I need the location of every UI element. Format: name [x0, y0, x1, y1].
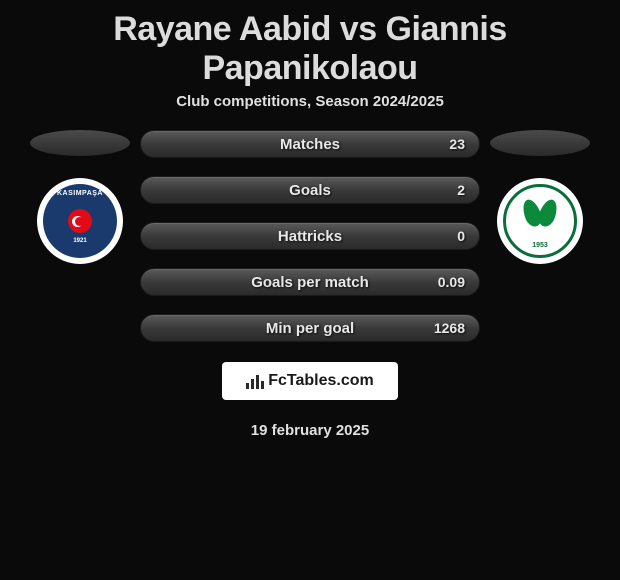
fctables-badge: FcTables.com — [222, 362, 398, 400]
stat-label: Matches — [280, 136, 340, 153]
stat-bar-min-per-goal: Min per goal 1268 — [140, 314, 480, 342]
stat-bar-goals-per-match: Goals per match 0.09 — [140, 268, 480, 296]
rizespor-logo: 1953 — [497, 178, 583, 264]
player-right-oval — [490, 130, 590, 156]
page-title: Rayane Aabid vs Giannis Papanikolaou — [10, 0, 610, 93]
leaf-right-icon — [536, 197, 561, 229]
date-text: 19 february 2025 — [251, 422, 369, 439]
kasimpasa-logo-inner: KASIMPAŞA 1921 — [43, 184, 117, 258]
stat-value: 23 — [449, 136, 465, 152]
main-row: KASIMPAŞA 1921 Matches 23 Goals 2 Hattri… — [10, 130, 610, 342]
player-left-oval — [30, 130, 130, 156]
stat-bar-goals: Goals 2 — [140, 176, 480, 204]
stats-column: Matches 23 Goals 2 Hattricks 0 Goals per… — [140, 130, 480, 342]
player-left-column: KASIMPAŞA 1921 — [30, 130, 130, 264]
stat-bar-hattricks: Hattricks 0 — [140, 222, 480, 250]
stat-label: Hattricks — [278, 228, 342, 245]
stat-value: 0.09 — [438, 274, 465, 290]
fctables-brand: FcTables.com — [246, 372, 374, 390]
turkish-flag-icon — [68, 209, 92, 233]
kasimpasa-year: 1921 — [73, 238, 86, 244]
stat-label: Goals — [289, 182, 331, 199]
player-right-column: 1953 — [490, 130, 590, 264]
kasimpasa-logo: KASIMPAŞA 1921 — [37, 178, 123, 264]
kasimpasa-logo-text: KASIMPAŞA — [57, 190, 103, 197]
stat-value: 1268 — [434, 320, 465, 336]
subtitle: Club competitions, Season 2024/2025 — [10, 93, 610, 110]
stat-value: 0 — [457, 228, 465, 244]
footer: FcTables.com 19 february 2025 — [10, 362, 610, 439]
stat-value: 2 — [457, 182, 465, 198]
brand-text: FcTables.com — [268, 372, 374, 390]
rizespor-year: 1953 — [532, 242, 548, 249]
rizespor-logo-inner: 1953 — [503, 184, 577, 258]
stat-bar-matches: Matches 23 — [140, 130, 480, 158]
stat-label: Min per goal — [266, 320, 354, 337]
infographic-container: Rayane Aabid vs Giannis Papanikolaou Clu… — [0, 0, 620, 439]
tea-leaves-icon — [522, 199, 558, 243]
stat-label: Goals per match — [251, 274, 369, 291]
bar-chart-icon — [246, 373, 264, 389]
